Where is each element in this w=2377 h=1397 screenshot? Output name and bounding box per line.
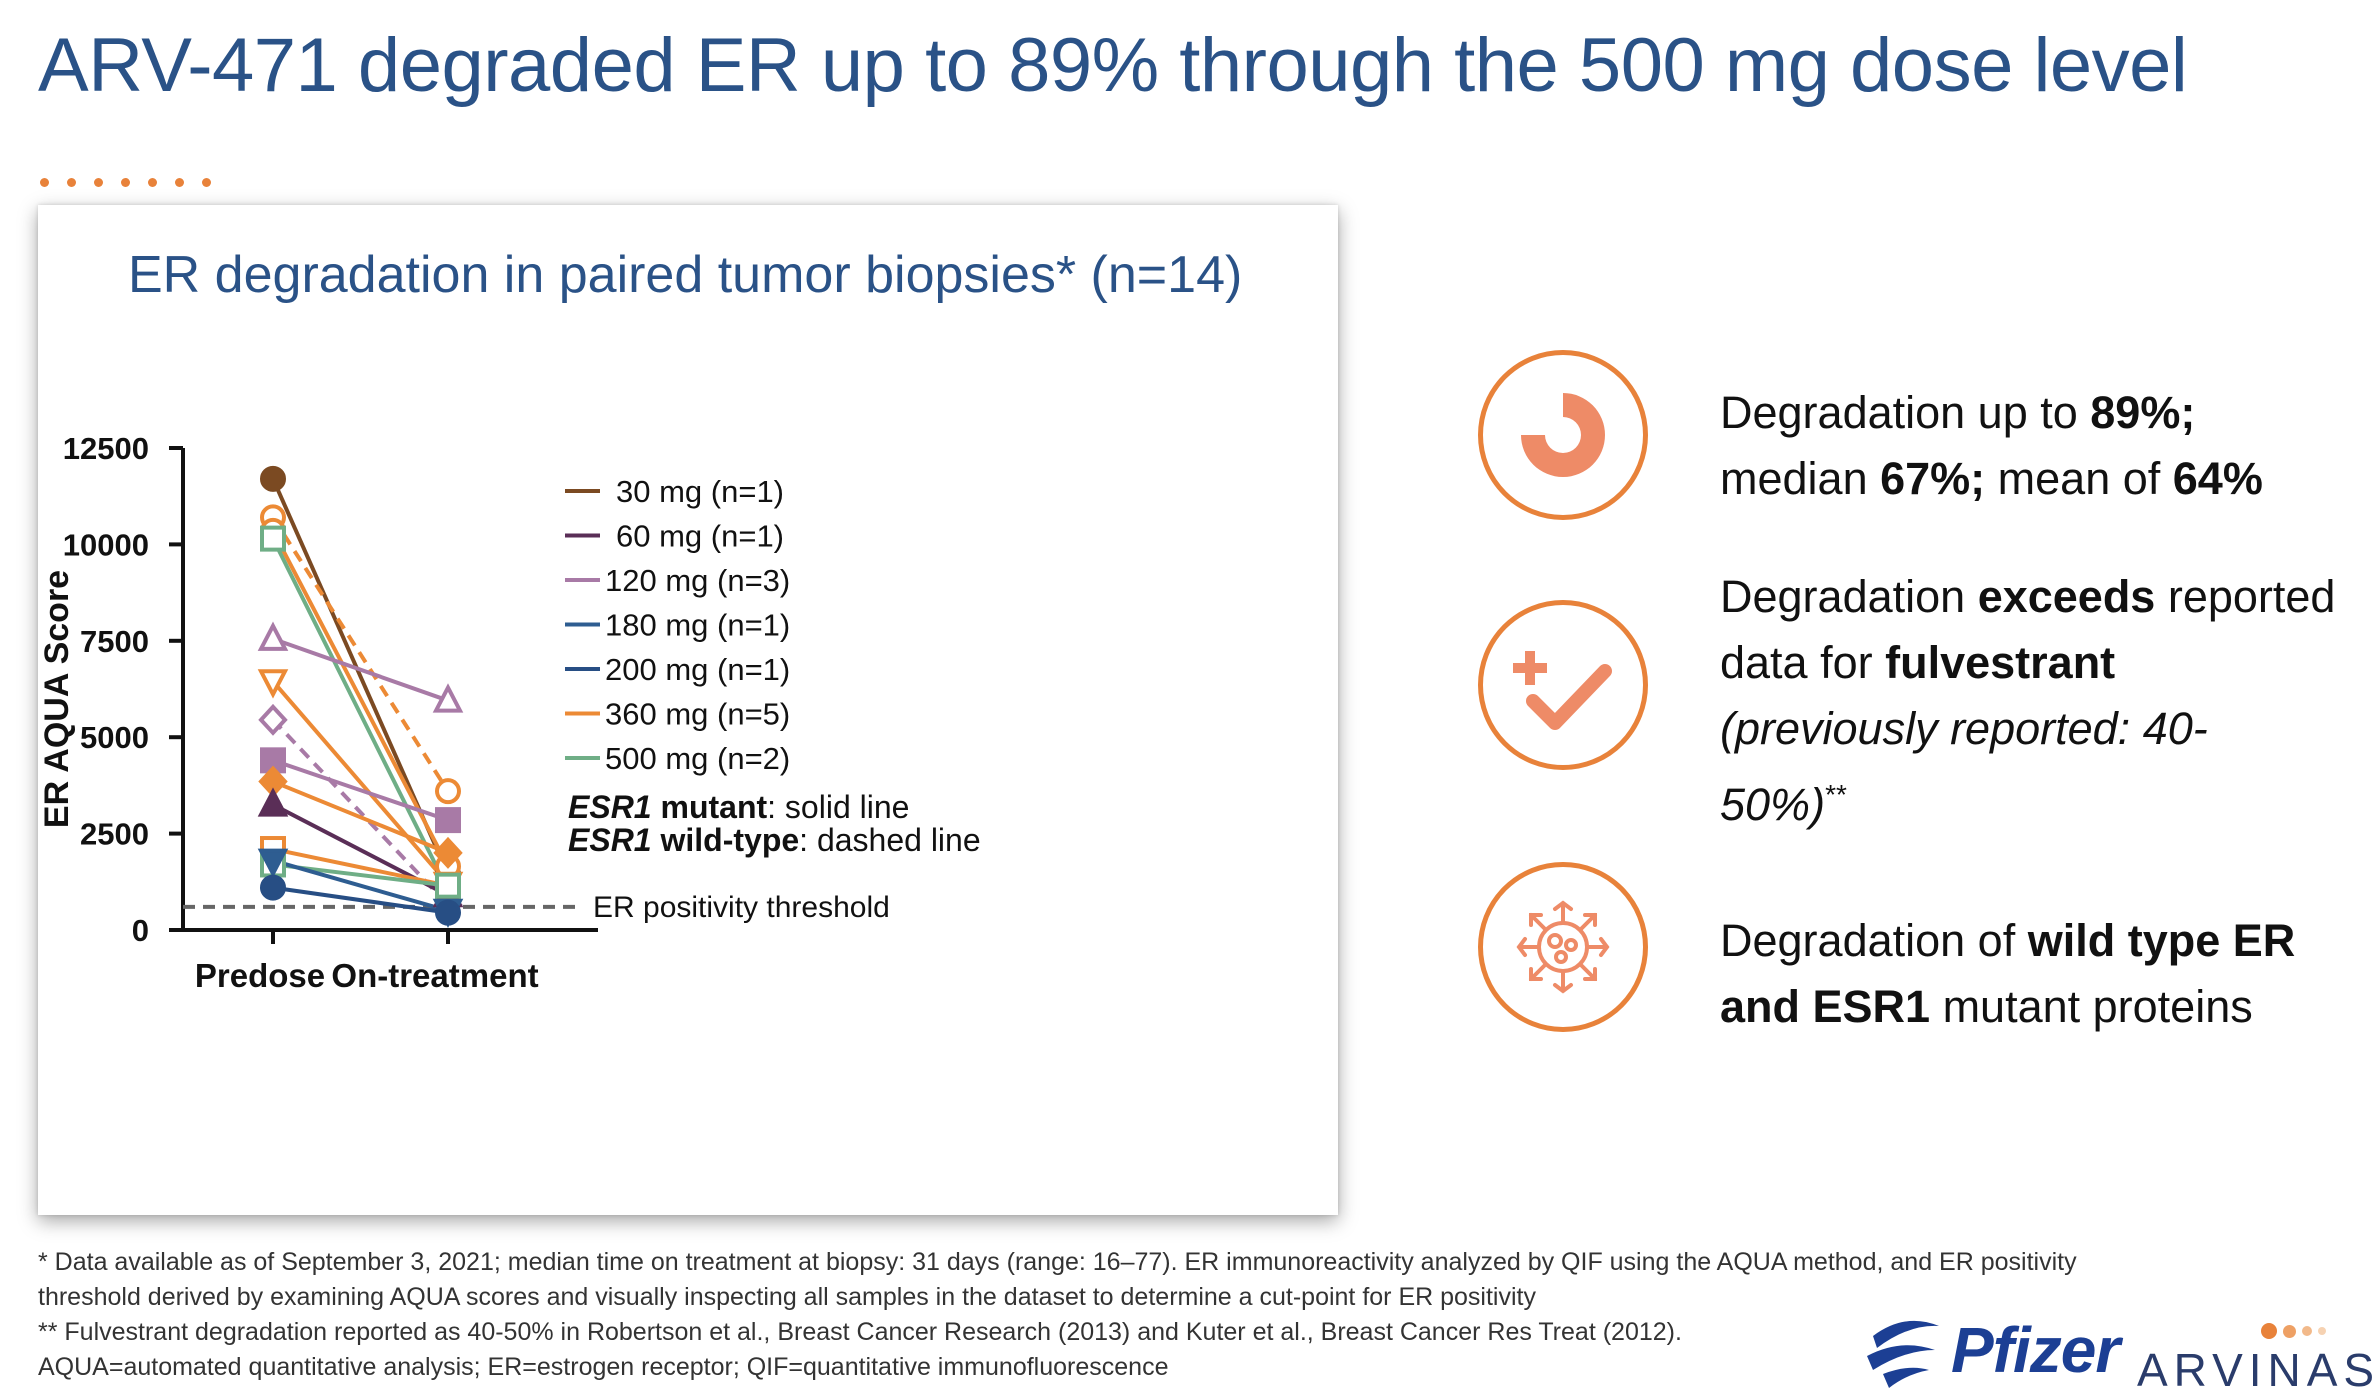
y-axis-title: ER AQUA Score — [38, 570, 76, 828]
callout-text-part: mean of — [1985, 453, 2173, 504]
chart-card: ER degradation in paired tumor biopsies*… — [38, 205, 1338, 1215]
arvinas-wordmark: ARVINAS — [2137, 1344, 2377, 1396]
series-line — [271, 537, 450, 891]
legend-label: 500 mg (n=2) — [605, 741, 790, 776]
x-tick-label: Predose — [195, 957, 325, 994]
data-point-marker — [435, 778, 461, 805]
callout-text-part: Degradation up to — [1720, 387, 2091, 438]
line-style-note: ESR1 mutant: solid line — [568, 789, 909, 825]
series-line — [272, 636, 449, 703]
legend-label: 200 mg (n=1) — [605, 652, 790, 687]
series-line — [271, 679, 450, 886]
plot-group: 0 2500 5000 7500 10000 12500 Predose On-treatme… — [38, 431, 981, 994]
legend-label: 30 mg (n=1) — [616, 474, 784, 509]
callout-text-part: Degradation of — [1720, 915, 2028, 966]
pfizer-mark-icon — [1867, 1320, 1939, 1388]
y-tick-label: 2500 — [80, 817, 149, 852]
callout-text-part: exceeds — [1977, 571, 2156, 622]
callout-text: Degradation of wild type ER and ESR1 muta… — [1720, 908, 2295, 1040]
er-degradation-chart: 0 2500 5000 7500 10000 12500 Predose On-treatme… — [38, 431, 981, 994]
series-line — [272, 885, 449, 915]
chart-title: ER degradation in paired tumor biopsies*… — [128, 246, 1243, 304]
footnote-line: * Data available as of September 3, 2021… — [38, 1248, 2077, 1276]
slide-title: ARV-471 degraded ER up to 89% through th… — [38, 23, 2188, 108]
data-point-marker — [435, 872, 461, 899]
data-point-marker — [260, 874, 286, 901]
footnotes: * Data available as of September 3, 2021… — [38, 1245, 2138, 1385]
data-point-marker — [257, 787, 289, 817]
arvinas-dots — [2261, 1323, 2326, 1339]
series-line — [272, 758, 449, 822]
y-tick-label: 7500 — [80, 624, 149, 659]
footnote-line: threshold derived by examining AQUA scor… — [38, 1283, 1536, 1311]
series-line — [271, 516, 450, 793]
x-tick-label: On-treatment — [331, 957, 538, 994]
pfizer-wordmark: Pfizer — [1951, 1314, 2120, 1386]
data-point-marker — [435, 899, 461, 926]
data-point-marker — [258, 703, 288, 736]
data-point-marker — [432, 683, 464, 713]
note-type: mutant — [652, 789, 768, 825]
note-style: : solid line — [767, 789, 909, 825]
footnote-line: AQUA=automated quantitative analysis; ER… — [38, 1353, 1169, 1381]
y-tick-label: 10000 — [63, 527, 149, 562]
note-gene: ESR1 — [568, 822, 652, 858]
legend-label: 360 mg (n=5) — [605, 697, 790, 732]
series-line — [272, 779, 449, 855]
legend-label: 60 mg (n=1) — [616, 519, 784, 554]
callout-text-part: data for — [1720, 637, 1886, 688]
data-point-marker — [257, 669, 289, 699]
callout-text-part: reported — [2155, 571, 2336, 622]
y-tick-label: 0 — [132, 913, 149, 948]
series-line — [272, 858, 449, 913]
callout-text-part: wild type ER — [2027, 915, 2296, 966]
donut-chart-icon — [1478, 350, 1648, 520]
callout-text-part: 67%; — [1880, 453, 1986, 504]
callout-text-part: mutant proteins — [1930, 981, 2253, 1032]
data-point-marker — [433, 836, 463, 869]
line-style-note: ESR1 wild-type: dashed line — [568, 822, 981, 858]
callout-text-part: and ESR1 — [1720, 981, 1931, 1032]
callout-text-part: 50%) — [1720, 779, 1826, 830]
series-line — [272, 847, 449, 888]
legend-label: 180 mg (n=1) — [605, 608, 790, 643]
data-point-marker — [260, 465, 286, 492]
pfizer-logo: Pfizer — [1865, 1305, 2120, 1395]
threshold-label: ER positivity threshold — [593, 891, 890, 924]
callout-text-part: (previously reported: 40- — [1720, 703, 2208, 754]
callout-text-part: Degradation — [1720, 571, 1978, 622]
data-point-marker — [260, 525, 286, 552]
callout-text: Degradation exceeds reported data for ful… — [1720, 564, 2335, 838]
arvinas-logo: ARVINAS — [2137, 1315, 2377, 1396]
y-tick-label: 12500 — [63, 431, 149, 466]
data-point-marker — [257, 848, 289, 878]
callout-text-part: median — [1720, 453, 1881, 504]
callout-text: Degradation up to 89%; median 67%; mean o… — [1720, 380, 2263, 512]
callout-text-part: fulvestrant — [1885, 637, 2116, 688]
legend-label: 120 mg (n=3) — [605, 563, 790, 598]
note-gene: ESR1 — [568, 789, 652, 825]
data-point-marker — [257, 621, 289, 651]
tumor-cell-icon — [1478, 862, 1648, 1032]
callout-text-part: 64% — [2172, 453, 2263, 504]
data-point-marker — [435, 807, 461, 834]
accent-dots — [40, 178, 211, 187]
y-tick-label: 5000 — [80, 720, 149, 755]
callout-text-part: 89%; — [2090, 387, 2196, 438]
note-style: : dashed line — [799, 822, 980, 858]
series-line — [271, 718, 450, 907]
note-type: wild-type — [652, 822, 800, 858]
plus-checkmark-icon — [1478, 600, 1648, 770]
footnote-line: ** Fulvestrant degradation reported as 4… — [38, 1318, 1682, 1346]
callout-text-part: ** — [1825, 779, 1847, 810]
